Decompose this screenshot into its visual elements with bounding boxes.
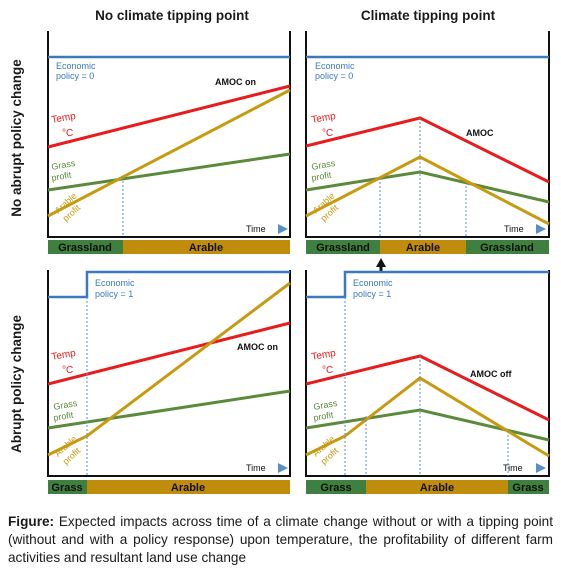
row-title-abrupt: Abrupt policy change: [9, 315, 24, 454]
temp-unit-label: °C: [62, 365, 73, 376]
landuse-grassland: [48, 240, 123, 254]
grass-label-line1: Grass: [311, 158, 337, 172]
landuse-label: Arable: [189, 242, 223, 254]
panel-top-right: Economic policy = 0 AMOC Temp °C Grass p…: [305, 31, 550, 254]
policy-label-line1: Economic: [353, 278, 393, 288]
policy-label-line2: policy = 1: [95, 289, 133, 299]
policy-label-line2: policy = 0: [56, 71, 94, 81]
grass-label-line2: profit: [51, 170, 73, 183]
landuse-label: Grassland: [480, 242, 534, 254]
column-title-tipping: Climate tipping point: [361, 8, 496, 23]
amoc-label: AMOC off: [470, 369, 512, 379]
policy-line: [306, 270, 549, 299]
policy-label-line2: policy = 0: [315, 71, 353, 81]
temp-label: Temp: [311, 348, 337, 363]
time-arrow-icon: [536, 224, 546, 234]
temp-label: Temp: [51, 111, 77, 126]
caption-text: Expected impacts across time of a climat…: [8, 514, 553, 565]
landuse-grassland: [48, 480, 87, 494]
landuse-arable: [366, 480, 508, 494]
arable-line: [47, 88, 291, 218]
caption-label: Figure:: [8, 514, 55, 529]
up-arrow-icon: [376, 258, 386, 272]
time-arrow-icon: [278, 224, 288, 234]
panel-bottom-left: Economic policy = 1 AMOC on Temp °C Gras…: [47, 270, 291, 494]
row-title-no-abrupt: No abrupt policy change: [9, 59, 24, 217]
grass-label-line2: profit: [53, 410, 75, 423]
policy-label-line1: Economic: [315, 61, 355, 71]
grass-label-line1: Grass: [53, 398, 79, 412]
landuse-label: Arable: [406, 242, 440, 254]
grass-label-line2: profit: [311, 170, 333, 183]
time-arrow-icon: [536, 463, 546, 473]
temp-line: [47, 84, 291, 149]
grass-label-line1: Grass: [313, 398, 339, 412]
landuse-grassland: [508, 480, 549, 494]
landuse-label: Grassland: [58, 242, 112, 254]
panel-bottom-right: Economic policy = 1 AMOC off Temp °C Gra…: [305, 270, 550, 494]
policy-label-line1: Economic: [95, 278, 135, 288]
time-label: Time: [503, 463, 523, 473]
time-label: Time: [246, 463, 266, 473]
landuse-grassland: [466, 240, 549, 254]
time-arrow-icon: [278, 463, 288, 473]
temp-unit-label: °C: [322, 365, 333, 376]
landuse-label: Grass: [51, 482, 82, 494]
grass-label-line2: profit: [313, 410, 335, 423]
figure-diagram: No climate tipping point Climate tipping…: [9, 8, 550, 494]
landuse-label: Arable: [420, 482, 454, 494]
landuse-label: Arable: [171, 482, 205, 494]
temp-line: [47, 321, 291, 386]
amoc-label: AMOC on: [215, 77, 256, 87]
column-title-no-tipping: No climate tipping point: [95, 8, 249, 23]
landuse-label: Grass: [320, 482, 351, 494]
policy-label-line1: Economic: [56, 61, 96, 71]
grass-line: [47, 152, 291, 192]
arable-line: [47, 281, 291, 457]
landuse-label: Grassland: [316, 242, 370, 254]
landuse-grassland: [306, 480, 366, 494]
policy-line: [48, 270, 290, 299]
landuse-label: Grass: [512, 482, 543, 494]
temp-label: Temp: [51, 348, 77, 363]
temp-unit-label: °C: [322, 128, 333, 139]
landuse-arable: [87, 480, 290, 494]
figure-caption: Figure: Expected impacts across time of …: [8, 513, 553, 567]
amoc-label: AMOC: [466, 128, 494, 138]
landuse-arable: [380, 240, 466, 254]
time-label: Time: [246, 224, 266, 234]
landuse-grassland: [306, 240, 380, 254]
time-label: Time: [504, 224, 524, 234]
temp-label: Temp: [311, 111, 337, 126]
temp-unit-label: °C: [62, 128, 73, 139]
landuse-arable: [123, 240, 290, 254]
arable-line: [305, 376, 550, 458]
panel-top-left: Economic policy = 0 AMOC on Temp °C Gras…: [47, 31, 291, 254]
arable-line: [305, 155, 550, 226]
policy-label-line2: policy = 1: [353, 289, 391, 299]
grass-label-line1: Grass: [51, 158, 77, 172]
grass-line: [47, 389, 291, 430]
amoc-label: AMOC on: [237, 342, 278, 352]
